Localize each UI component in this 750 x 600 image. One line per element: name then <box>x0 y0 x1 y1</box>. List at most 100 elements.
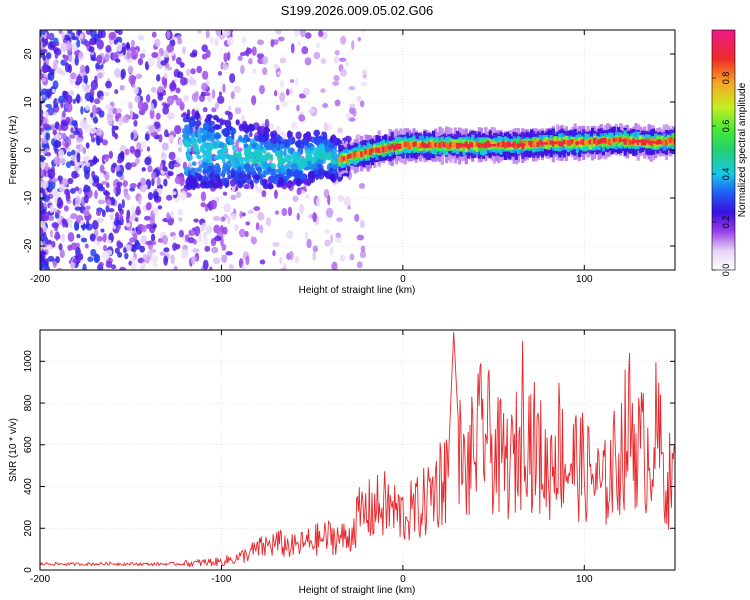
spectrogram-noise-blob <box>209 266 213 270</box>
spectrogram-noise-blob <box>226 36 234 46</box>
spectrogram-noise-blob <box>122 180 129 187</box>
spectrogram-y-label: Frequency (Hz) <box>8 116 19 185</box>
spectrogram-ridge-segment <box>536 141 540 148</box>
spectrogram-ridge-segment <box>364 148 368 155</box>
spectrogram-ridge-blob <box>230 178 236 187</box>
spectrogram-ridge-blob <box>208 114 212 122</box>
spectrogram-noise-blob <box>349 107 355 115</box>
spectrogram-ridge-segment <box>418 143 423 149</box>
spectrogram-noise-blob <box>178 229 185 238</box>
spectrogram-noise-blob <box>80 64 86 74</box>
spectrogram-ridge-blob <box>194 120 202 127</box>
spectrogram-noise-blob <box>121 198 125 209</box>
spectrogram-noise-blob <box>253 206 261 212</box>
spectrogram-noise-blob <box>142 253 148 261</box>
spectrogram-noise-blob <box>166 194 173 201</box>
spectrogram-ridge-blob <box>214 169 220 176</box>
spectrogram-noise-blob <box>201 82 208 92</box>
spectrogram-ridge-segment <box>362 151 366 157</box>
spectrogram-ridge-blob <box>297 162 304 171</box>
spectrogram-noise-blob <box>102 189 109 196</box>
spectrogram-ridge-blob <box>234 173 239 181</box>
spectrogram-noise-blob <box>294 256 300 264</box>
spectrogram-noise-blob <box>58 149 65 159</box>
spectrogram-noise-blob <box>82 188 90 193</box>
spectrogram-noise-blob <box>89 233 96 242</box>
spectrogram-noise-blob <box>347 205 351 210</box>
spectrogram-noise-blob <box>189 52 198 58</box>
spectrogram-noise-blob <box>279 91 286 103</box>
spectrogram-noise-blob <box>95 62 100 70</box>
spectrogram-ridge-peak <box>488 144 497 147</box>
spectrogram-noise-blob <box>320 88 326 93</box>
spectrogram-noise-blob <box>109 213 114 221</box>
spectrogram-ridge-blob <box>197 130 202 137</box>
spectrogram-ridge-peak <box>633 140 642 143</box>
spectrogram-ridge-blob <box>192 144 199 153</box>
spectrogram-noise-blob <box>126 194 131 201</box>
spectrogram-noise-blob <box>150 233 156 242</box>
spectrogram-ridge-segment <box>593 137 597 144</box>
spectrogram-noise-blob <box>172 242 178 251</box>
colorbar-tick-label: 0.0 <box>721 264 731 277</box>
spectrogram-noise-blob <box>117 251 123 258</box>
snr-y-tick-label: 200 <box>23 519 34 536</box>
spectrogram-ridge-blob <box>277 177 285 186</box>
spectrogram-noise-blob <box>153 190 159 200</box>
spectrogram-noise-blob <box>84 104 91 111</box>
spectrogram-noise-blob <box>145 240 153 246</box>
spectrogram-noise-blob <box>59 70 66 76</box>
spectrogram-noise-blob <box>79 253 84 260</box>
spectrogram-noise-blob <box>84 40 91 47</box>
spectrogram-ridge-blob <box>262 178 268 183</box>
spectrogram-ridge-segment <box>344 156 349 162</box>
spectrogram-noise-blob <box>88 179 94 185</box>
spectrogram-noise-blob <box>133 120 138 127</box>
spectrogram-ridge-segment <box>588 139 592 145</box>
spectrogram-noise-blob <box>41 94 46 99</box>
spectrogram-noise-blob <box>41 64 48 74</box>
spectrogram-noise-blob <box>227 216 231 225</box>
spectrogram-noise-blob <box>64 55 68 63</box>
spectrogram-ridge-blob <box>283 138 289 148</box>
spectrogram-noise-blob <box>93 98 101 105</box>
spectrogram-noise-blob <box>96 39 104 50</box>
spectrogram-noise-blob <box>164 129 169 138</box>
spectrogram-noise-blob <box>157 85 165 93</box>
spectrogram-ridge-blob <box>335 137 341 146</box>
spectrogram-noise-blob <box>97 199 106 205</box>
spectrogram-noise-blob <box>359 219 366 229</box>
spectrogram-ridge-blob <box>221 177 227 182</box>
spectrogram-noise-blob <box>237 55 243 61</box>
spectrogram-noise-blob <box>45 111 49 120</box>
spectrogram-noise-blob <box>325 207 334 218</box>
spectrogram-noise-blob <box>97 186 106 192</box>
spectrogram-ridge-blob <box>182 133 190 139</box>
spectrogram-noise-blob <box>71 170 79 179</box>
spectrogram-ridge-segment <box>349 153 353 159</box>
spectrogram-ridge-blob <box>221 128 228 135</box>
spectrogram-noise-blob <box>151 51 159 59</box>
spectrogram-ridge-segment <box>451 142 455 148</box>
spectrogram-ridge-segment <box>582 139 586 145</box>
spectrogram-ridge-blob <box>235 119 240 126</box>
spectrogram-ridge-blob <box>301 157 306 165</box>
spectrogram-noise-blob <box>151 177 155 187</box>
spectrogram-ridge-blob <box>307 171 315 180</box>
spectrogram-ridge-segment <box>606 139 610 145</box>
spectrogram-ridge-segment <box>486 140 490 147</box>
spectrogram-noise-blob <box>120 68 126 79</box>
spectrogram-noise-blob <box>157 92 164 101</box>
spectrogram-noise-blob <box>163 103 170 109</box>
spectrogram-noise-blob <box>134 148 141 158</box>
colorbar-tick-label: 0.6 <box>721 120 731 133</box>
spectrogram-noise-blob <box>211 107 217 113</box>
spectrogram-ridge-blob <box>257 166 262 175</box>
spectrogram-noise-blob <box>88 46 95 53</box>
spectrogram-ridge-blob <box>226 168 231 176</box>
spectrogram-noise-blob <box>45 258 49 268</box>
spectrogram-ridge-blob <box>196 155 202 160</box>
spectrogram-noise-blob <box>77 127 83 139</box>
spectrogram-noise-blob <box>298 203 305 215</box>
spectrogram-noise-blob <box>158 134 163 143</box>
